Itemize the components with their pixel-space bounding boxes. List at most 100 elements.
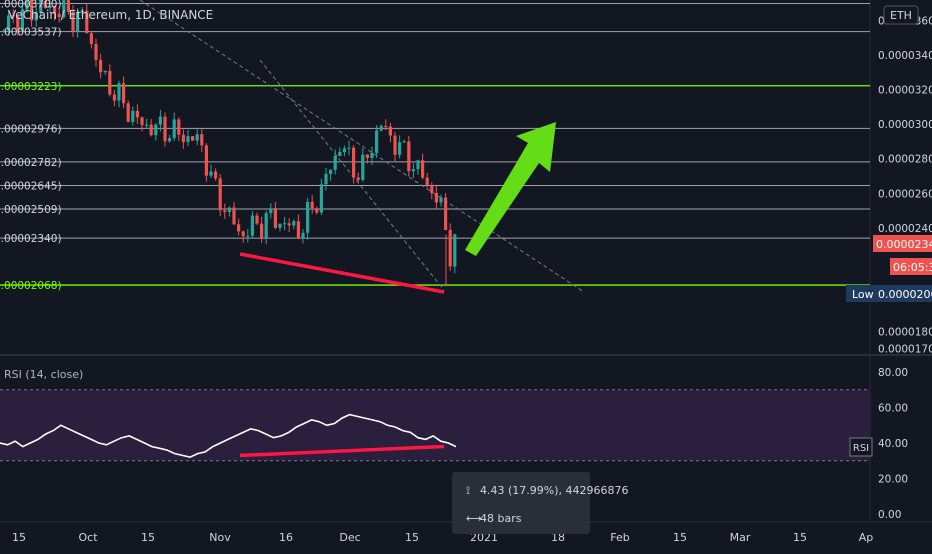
up-arrow-icon [465, 122, 556, 256]
candle-body [287, 223, 291, 226]
level-label: 0.00002782) [0, 157, 62, 169]
candle-body [448, 230, 452, 267]
candle-body [223, 210, 227, 212]
rsi-tick-label: 40.00 [878, 438, 908, 450]
price-tick-label: 0.00001701 [878, 343, 932, 355]
rsi-band-group [0, 389, 870, 462]
candle-body [200, 134, 204, 146]
candle-body [278, 223, 282, 228]
candle-body [126, 103, 130, 122]
candle-body [227, 207, 231, 212]
time-tick-label: Dec [339, 531, 360, 544]
currency-badge[interactable]: ETH [883, 5, 919, 25]
candle-body [232, 207, 236, 225]
candle-body [204, 145, 208, 176]
bars-icon: ⟷ [466, 512, 482, 525]
candle-body [338, 152, 342, 157]
candle-body [20, 9, 24, 31]
candle-body [158, 116, 162, 125]
candle-body [260, 223, 264, 238]
candle-body [439, 197, 443, 203]
candle-body [398, 142, 402, 155]
divergence-line-rsi [239, 444, 445, 458]
candle-body [324, 173, 328, 185]
candle-body [71, 11, 75, 31]
low-label-value: 0.00002061 [878, 288, 932, 301]
candle-body [319, 184, 323, 213]
candle-body [365, 154, 369, 158]
candle-body [34, 12, 38, 21]
candle-body [117, 83, 121, 101]
candle-body [329, 169, 333, 174]
time-tick-label: Mar [730, 531, 751, 544]
candle-body [444, 197, 448, 231]
candle-body [39, 0, 43, 13]
time-tick-label: 2021 [470, 531, 498, 544]
candle-body [43, 0, 47, 9]
candle-body [296, 221, 300, 239]
time-tick-label: Ap [859, 531, 874, 544]
low-label: Low 0.00002061 [846, 285, 932, 302]
rsi-axis: 80.00 60.00 40.00 20.00 0.00 [878, 367, 908, 521]
measure-icon: ⟟ [466, 484, 470, 497]
time-tick-label: 15 [405, 531, 419, 544]
candle-body [108, 70, 112, 95]
rsi-tick-label: 0.00 [878, 509, 901, 521]
candle-body [356, 177, 360, 180]
candle-body [85, 10, 89, 34]
candle-body [361, 154, 365, 180]
annotations [239, 122, 556, 458]
candle-body [25, 0, 29, 10]
level-labels: 0.00003700) 0.00003537) 0.00003223) 0.00002… [0, 0, 62, 292]
candlesticks [2, 0, 457, 287]
candle-body [149, 124, 153, 136]
candle-body [301, 232, 305, 239]
time-tick-label: 15 [793, 531, 807, 544]
candle-body [315, 208, 319, 213]
candle-body [16, 16, 20, 31]
candle-body [48, 5, 52, 9]
rsi-series-line [0, 413, 457, 459]
candle-body [57, 13, 61, 18]
rsi-title: RSI (14, close) [4, 368, 83, 381]
tooltip-line2: 48 bars [480, 512, 522, 525]
dashed-trendline [139, 0, 585, 293]
divergence-line-price [239, 252, 445, 294]
candle-body [30, 0, 34, 21]
candle-body [292, 221, 296, 226]
candle-body [250, 215, 254, 236]
rsi-line-group [0, 413, 457, 459]
candle-body [453, 234, 457, 267]
symbol-title: VeChain / Ethereum, 1D, BINANCE [8, 8, 213, 22]
candle-body [53, 5, 57, 14]
candle-body [80, 10, 84, 13]
candle-body [181, 134, 185, 143]
candle-body [163, 116, 167, 142]
candle-body [140, 117, 144, 126]
candle-body [379, 125, 383, 131]
candle-body [172, 119, 176, 139]
candle-body [342, 148, 346, 153]
candle-body [333, 156, 337, 170]
tooltip-line1: 4.43 (17.99%), 442966876 [480, 484, 629, 497]
candle-body [237, 224, 241, 232]
candle-body [347, 147, 351, 149]
candle-body [62, 0, 66, 18]
current-price-label: 0.00002342 [873, 235, 932, 252]
level-label: 0.00003700) [0, 0, 62, 10]
candle-body [384, 125, 388, 127]
candle-body [402, 141, 406, 143]
time-tick-label: Nov [209, 531, 231, 544]
measure-tooltip: ⟟ 4.43 (17.99%), 442966876 ⟷ 48 bars [452, 472, 629, 534]
level-label: 0.00003223) [0, 81, 62, 93]
candle-body [89, 33, 93, 44]
level-label: 0.00002340) [0, 233, 62, 245]
candle-body [264, 213, 268, 238]
countdown-label: 06:05:38 [890, 258, 932, 275]
